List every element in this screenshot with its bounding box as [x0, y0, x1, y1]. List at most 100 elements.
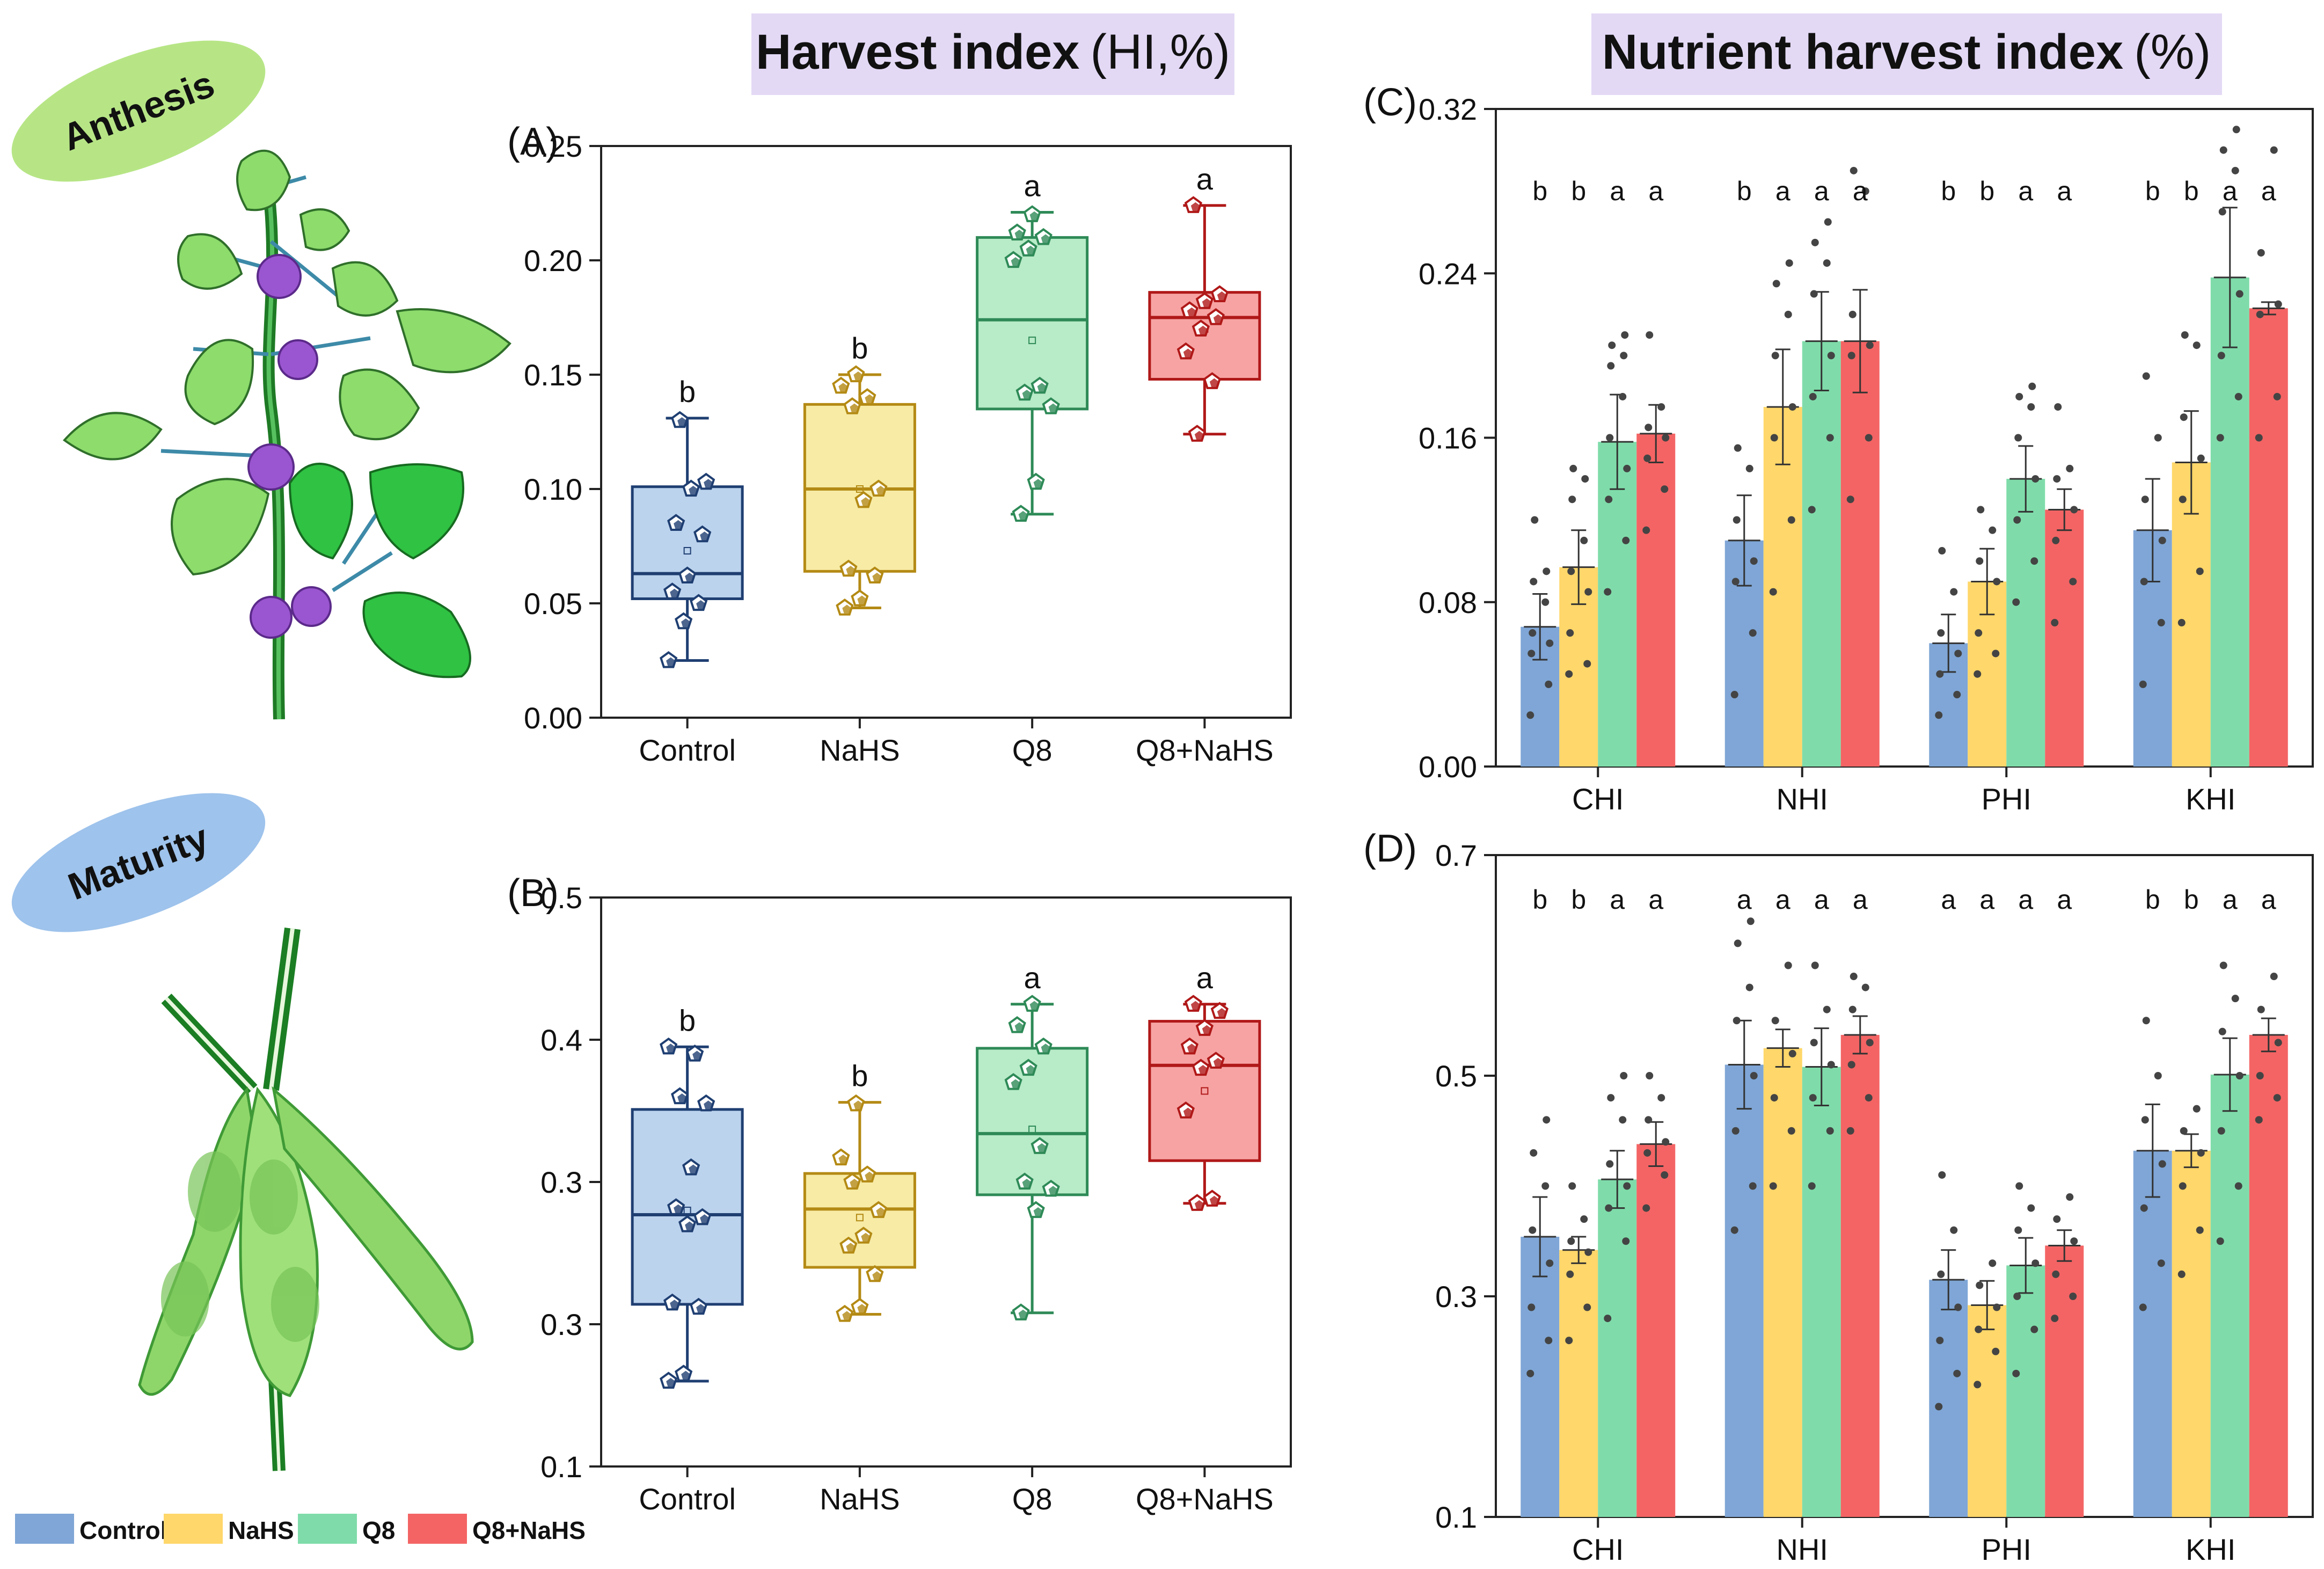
data-point	[1607, 1094, 1615, 1102]
data-point	[2139, 680, 2147, 688]
data-point	[2030, 1325, 2038, 1333]
data-point	[1784, 310, 1792, 318]
data-point-fill	[872, 1271, 882, 1280]
data-point	[1861, 983, 1869, 991]
data-point-fill	[1033, 479, 1043, 488]
data-point-fill	[704, 479, 713, 488]
bar	[1968, 1305, 2007, 1517]
significance-letter: a	[1775, 885, 1790, 915]
data-point-fill	[861, 1232, 871, 1242]
data-point-fill	[674, 1204, 683, 1213]
data-point	[1643, 454, 1651, 462]
data-point	[2257, 1005, 2265, 1013]
data-point	[1657, 1094, 1665, 1102]
y-tick-label: 0.1	[1435, 1500, 1477, 1534]
x-tick-label: PHI	[1982, 782, 2031, 816]
y-tick-label: 0.08	[1419, 586, 1477, 619]
y-tick-label: 0.3	[540, 1165, 582, 1199]
data-point	[2141, 495, 2149, 503]
data-point	[1730, 691, 1738, 699]
x-tick-label: KHI	[2186, 1532, 2235, 1566]
bar	[1636, 1144, 1676, 1517]
box-mean-marker	[1201, 1087, 1209, 1095]
data-point	[2014, 1226, 2022, 1234]
y-tick-label: 0.10	[524, 472, 582, 506]
data-point	[1528, 1303, 1536, 1311]
data-point-fill	[1026, 1065, 1035, 1074]
data-point	[2273, 1094, 2281, 1102]
data-point	[2177, 619, 2186, 627]
data-point	[1608, 341, 1616, 349]
data-point	[2051, 619, 2059, 627]
data-point	[1827, 1061, 1835, 1069]
maturity-badge	[11, 793, 266, 932]
data-point	[2270, 146, 2278, 154]
data-point-fill	[1014, 229, 1024, 239]
data-point-fill	[838, 1154, 848, 1164]
data-point	[2142, 372, 2150, 380]
data-point	[2015, 1182, 2023, 1190]
bar	[2006, 1265, 2045, 1517]
data-point	[1937, 1270, 1945, 1278]
data-point	[1529, 1226, 1537, 1234]
data-point-fill	[872, 572, 882, 582]
significance-letter: a	[1737, 885, 1752, 915]
data-point	[1543, 567, 1551, 575]
data-point	[1545, 680, 1553, 688]
panel-label: (D)	[1363, 827, 1417, 870]
significance-letter: a	[2223, 176, 2238, 206]
data-point	[2256, 1072, 2264, 1079]
legend-label: Q8	[362, 1516, 395, 1544]
data-point	[1645, 424, 1653, 432]
significance-letter: b	[1571, 176, 1586, 206]
significance-letter: b	[851, 1059, 868, 1093]
data-point	[2219, 961, 2227, 969]
data-point-fill	[689, 486, 698, 495]
data-point-fill	[1183, 1107, 1193, 1116]
data-point	[1846, 1127, 1854, 1135]
panel-label: (B)	[507, 872, 559, 915]
legend-swatch	[298, 1514, 357, 1544]
data-point-fill	[1022, 390, 1032, 399]
bar	[2045, 1245, 2084, 1517]
significance-letter: b	[1737, 176, 1752, 206]
data-point	[2154, 1072, 2162, 1079]
data-point-fill	[1041, 1043, 1050, 1053]
data-point	[2027, 403, 2035, 411]
data-point	[1938, 1171, 1946, 1179]
data-point	[1546, 1259, 1554, 1267]
data-point-fill	[666, 1378, 676, 1387]
data-point	[2196, 567, 2204, 575]
box-mean-marker	[683, 547, 691, 555]
data-point	[1545, 1337, 1553, 1345]
significance-letter: a	[2057, 176, 2072, 206]
data-point	[1977, 506, 1985, 514]
significance-letter: b	[679, 1003, 696, 1037]
x-tick-label: Q8+NaHS	[1136, 1482, 1274, 1516]
data-point	[1770, 434, 1778, 442]
data-point-fill	[1048, 403, 1058, 412]
data-point	[1749, 1182, 1757, 1190]
data-point-fill	[853, 1100, 863, 1110]
data-point	[1661, 1171, 1669, 1179]
data-point	[1580, 536, 1588, 544]
panel-a-boxplot: (A) 0.00 0.05 0.10 0.15 0.20 0.25 Control b NaHS b…	[507, 120, 1292, 767]
data-point-fill	[1198, 1065, 1208, 1074]
x-tick-label: Control	[639, 1482, 736, 1516]
data-point	[1657, 403, 1665, 411]
data-point	[1824, 218, 1832, 226]
data-point	[1569, 464, 1577, 472]
data-point	[2031, 475, 2040, 483]
data-point	[2234, 392, 2242, 400]
data-point-fill	[865, 394, 874, 403]
data-point	[1623, 1182, 1631, 1190]
data-point-fill	[1026, 245, 1035, 254]
box-mean-marker	[683, 1207, 691, 1214]
data-point-fill	[674, 520, 683, 529]
data-point	[1808, 506, 1816, 514]
legend: Control NaHS Q8 Q8+NaHS	[15, 1514, 586, 1544]
data-point	[1785, 259, 1793, 267]
data-point	[1565, 670, 1573, 678]
data-point	[1730, 1226, 1738, 1234]
